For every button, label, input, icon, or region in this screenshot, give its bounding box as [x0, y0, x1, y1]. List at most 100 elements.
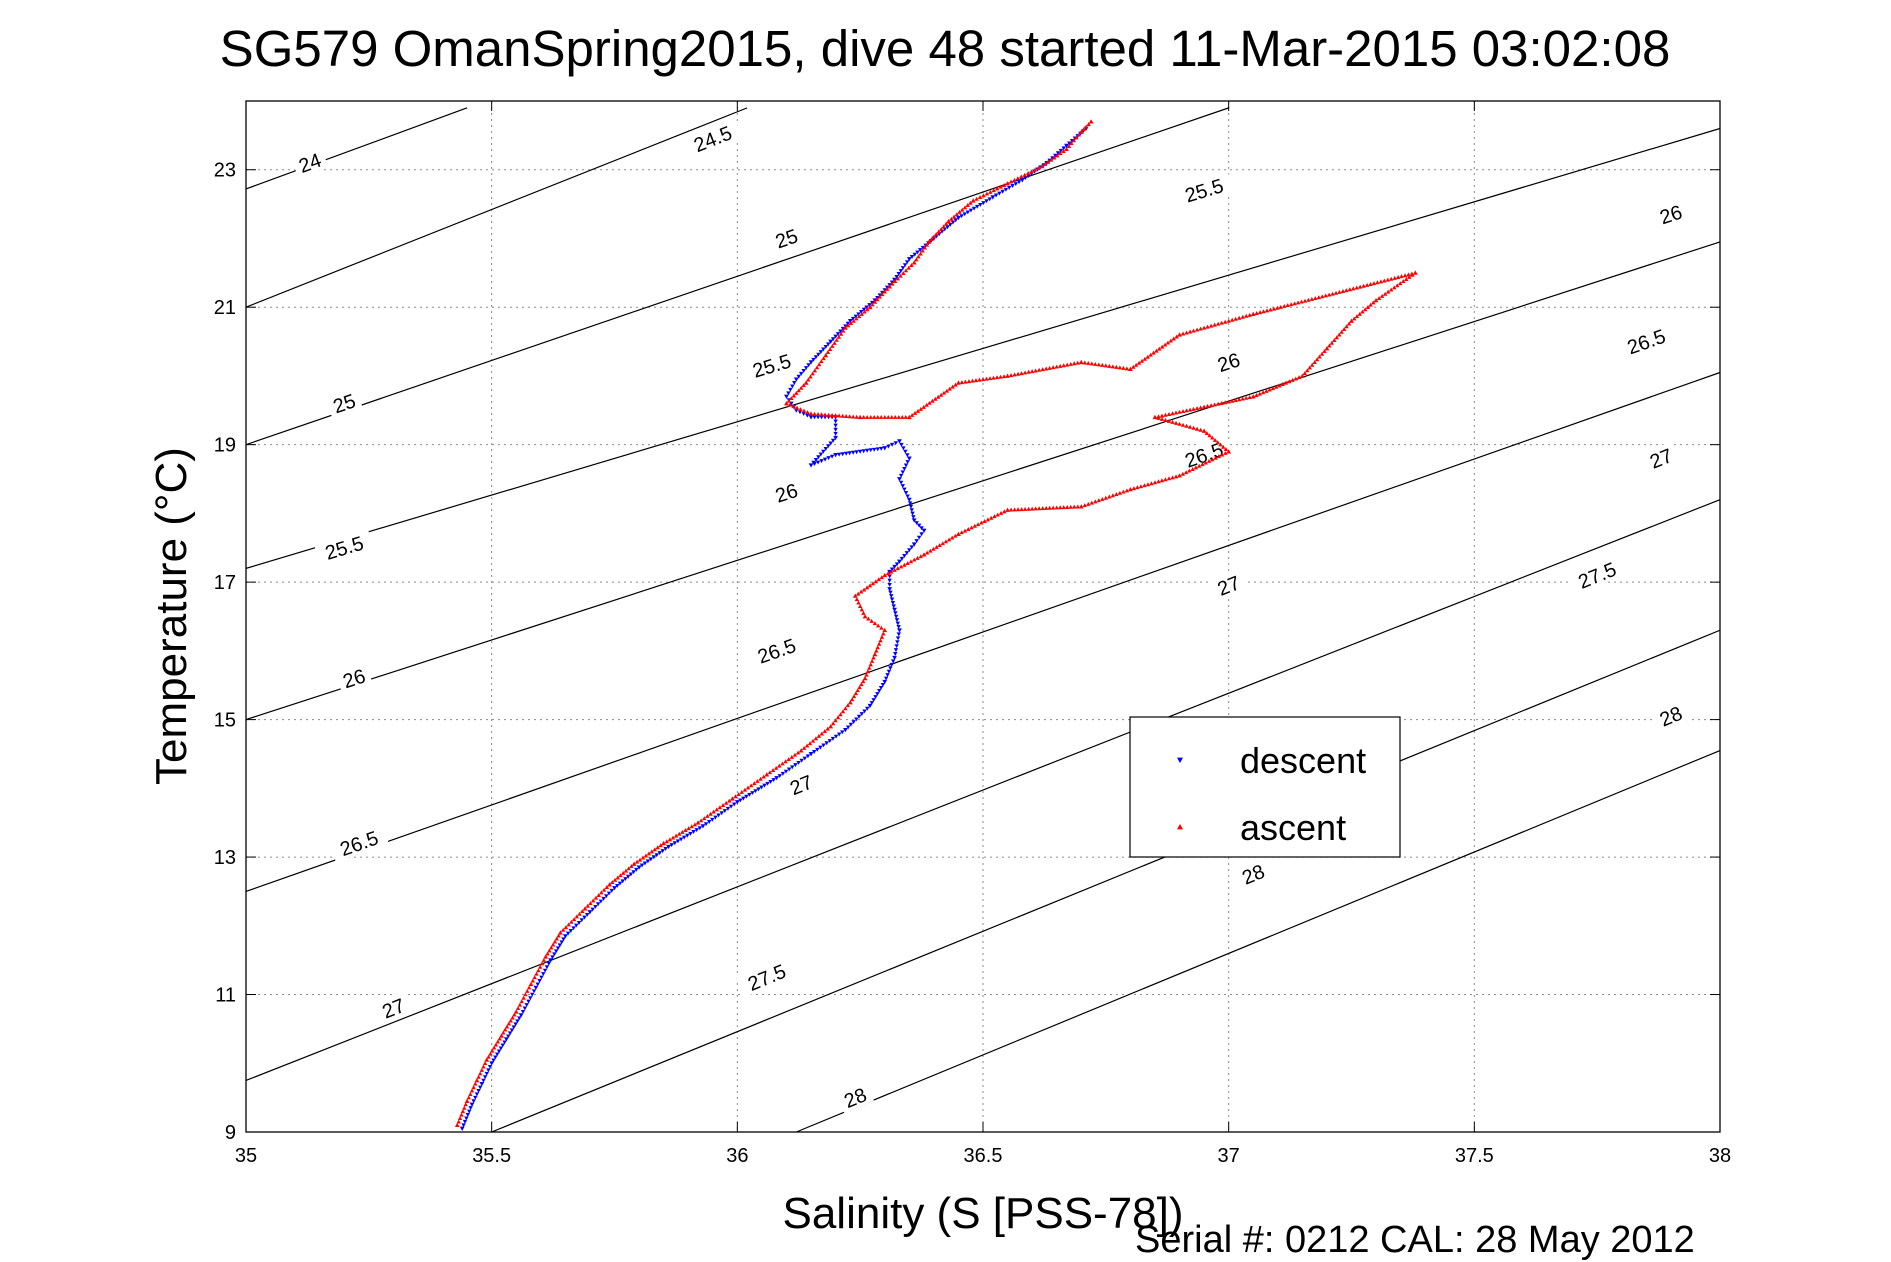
ascent-point: [1339, 329, 1344, 334]
descent-point: [892, 607, 897, 613]
descent-point: [728, 804, 734, 809]
descent-point: [886, 669, 892, 674]
descent-point: [836, 452, 842, 457]
ascent-point: [530, 978, 536, 983]
descent-point: [678, 837, 684, 842]
ascent-point: [922, 245, 927, 250]
ascent-point: [843, 706, 848, 711]
ascent-point: [550, 942, 556, 947]
descent-point: [484, 1071, 489, 1076]
ascent-point: [881, 631, 886, 636]
ascent-point: [963, 379, 968, 384]
ascent-point: [808, 374, 813, 379]
isopycnal-label: 24.5: [682, 117, 743, 159]
descent-point: [914, 539, 919, 544]
ascent-point: [1184, 408, 1189, 413]
ascent-point: [1229, 317, 1235, 322]
ascent-point: [998, 374, 1003, 379]
ascent-point: [872, 299, 878, 304]
ascent-point: [1299, 373, 1305, 378]
contour-label-layer: 24 24.5 25 25 25.5 25.5 25.5 26 26 26 26 26.5 26.5 26…: [290, 117, 1690, 1113]
descent-point: [555, 946, 561, 951]
isopycnal-label-bg: [374, 991, 412, 1024]
ascent-point: [539, 961, 545, 966]
ascent-point: [786, 757, 791, 762]
descent-point: [896, 272, 901, 277]
descent-point: [1000, 189, 1005, 194]
ascent-point: [1029, 506, 1035, 511]
y-tick-label: 23: [214, 160, 236, 182]
ascent-point: [960, 207, 965, 212]
ascent-point: [1236, 397, 1242, 402]
ascent-point: [510, 1015, 515, 1020]
ascent-point: [784, 401, 789, 406]
x-tick-label: 37.5: [1455, 1145, 1494, 1167]
descent-point: [899, 556, 905, 561]
ascent-point: [1329, 340, 1335, 345]
descent-point: [756, 787, 761, 792]
ascent-point: [985, 517, 991, 522]
descent-point: [620, 879, 625, 884]
ascent-point: [936, 394, 941, 399]
isopycnal-line: [245, 371, 1721, 892]
ascent-point: [808, 411, 814, 416]
ascent-point: [1012, 372, 1017, 377]
isopycnal-label: 28: [1233, 857, 1272, 890]
ascent-point: [822, 412, 828, 417]
descent-point: [1061, 146, 1066, 151]
ascent-point: [984, 191, 990, 196]
ascent-point: [834, 337, 839, 342]
ascent-point: [823, 352, 829, 358]
ascent-point: [1385, 277, 1390, 282]
descent-point: [867, 303, 872, 308]
ascent-point: [1385, 289, 1391, 294]
descent-point: [906, 456, 912, 461]
isopycnal-label-bg: [781, 767, 820, 801]
ascent-point: [670, 835, 676, 840]
ascent-point: [810, 371, 815, 376]
ascent-point: [1323, 293, 1328, 298]
descent-point: [469, 1102, 475, 1107]
ascent-point: [711, 809, 716, 814]
descent-point: [826, 444, 831, 449]
legend-descent-label: descent: [1240, 740, 1366, 781]
descent-point: [916, 523, 922, 528]
descent-point: [774, 776, 780, 781]
descent-point: [895, 640, 900, 645]
ascent-point: [1133, 362, 1139, 367]
ascent-point: [931, 234, 937, 239]
descent-point: [606, 891, 612, 896]
ascent-point: [1089, 500, 1094, 505]
ascent-point: [1166, 412, 1172, 416]
ascent-point: [794, 405, 800, 410]
ascent-point: [537, 964, 543, 969]
legend-ascent-marker: [1177, 824, 1183, 830]
ascent-point: [621, 870, 626, 875]
descent-point: [541, 972, 546, 977]
ascent-point: [886, 414, 891, 419]
descent-point: [465, 1113, 471, 1118]
ascent-point: [1347, 287, 1353, 292]
ascent-point: [1165, 340, 1171, 345]
descent-point: [796, 374, 801, 379]
descent-point: [861, 449, 866, 454]
descent-point: [894, 562, 900, 567]
ascent-point: [817, 362, 822, 367]
ascent-point: [1151, 350, 1156, 355]
isopycnal-label: 25: [767, 221, 805, 253]
descent-point: [889, 567, 895, 572]
descent-point: [914, 521, 919, 526]
ascent-point: [1107, 494, 1112, 499]
ascent-point: [1124, 488, 1130, 493]
ascent-point: [852, 593, 858, 598]
ascent-point: [931, 546, 936, 551]
ascent-point: [1163, 477, 1168, 482]
ascent-point: [867, 583, 873, 588]
ascent-point: [497, 1036, 502, 1041]
ascent-point: [504, 1024, 510, 1029]
ascent-point: [845, 323, 851, 328]
descent-point: [887, 578, 892, 583]
descent-point: [734, 800, 740, 805]
ascent-point: [683, 827, 688, 832]
ascent-point: [889, 569, 894, 574]
